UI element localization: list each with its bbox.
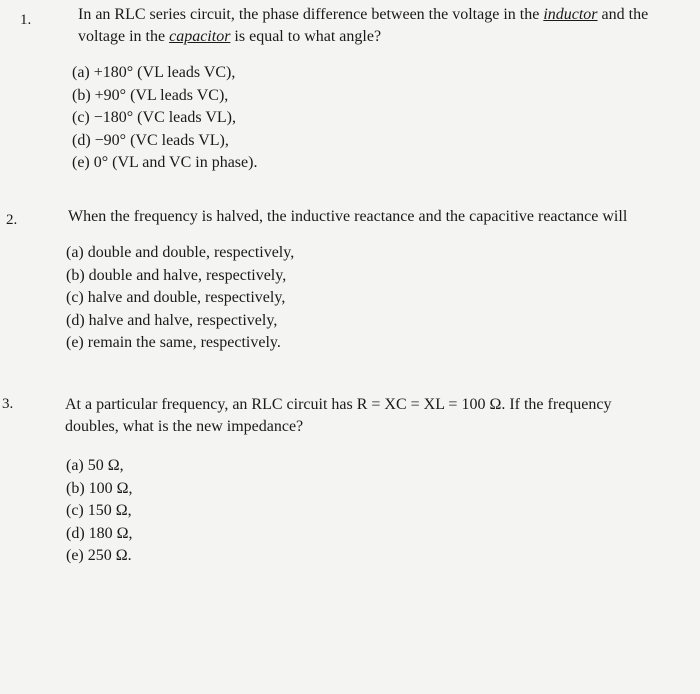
- text: In an RLC series circuit, the phase diff…: [78, 6, 544, 23]
- text: is equal to what angle?: [230, 28, 382, 45]
- text: and the voltage in the: [78, 6, 649, 45]
- option: (d) halve and halve, respectively,: [66, 311, 278, 329]
- question-text: At a particular frequency, an RLC circui…: [65, 394, 665, 438]
- option: (c) 150 Ω,: [66, 502, 132, 519]
- option: (c) −180° (VC leads VL),: [72, 109, 236, 126]
- option: (c) halve and double, respectively,: [66, 289, 286, 306]
- question-number: 3.: [2, 396, 14, 412]
- question-number: 1.: [20, 12, 32, 28]
- option: (a) double and double, respectively,: [66, 244, 295, 261]
- question-text: When the frequency is halved, the induct…: [68, 206, 693, 228]
- options: (a) 50 Ω, (b) 100 Ω, (c) 150 Ω, (d) 180 Ω, (…: [66, 455, 133, 568]
- options: (a) double and double, respectively, (b) …: [66, 242, 294, 355]
- question-text: In an RLC series circuit, the phase diff…: [78, 4, 693, 48]
- option: (a) +180° (VL leads VC),: [72, 64, 236, 81]
- options: (a) +180° (VL leads VC), (b) +90° (VL lea…: [72, 62, 257, 175]
- option: (e) remain the same, respectively.: [66, 334, 281, 351]
- option: (b) +90° (VL leads VC),: [72, 86, 229, 104]
- option: (b) 100 Ω,: [66, 479, 133, 497]
- option: (d) 180 Ω,: [66, 524, 133, 542]
- option: (d) −90° (VC leads VL),: [72, 131, 229, 149]
- text: When the frequency is halved, the induct…: [68, 208, 628, 225]
- underlined-text: inductor: [543, 6, 598, 23]
- option: (b) double and halve, respectively,: [66, 266, 287, 284]
- question-number: 2.: [6, 212, 18, 228]
- option: (a) 50 Ω,: [66, 457, 124, 474]
- underlined-text: capacitor: [169, 28, 231, 45]
- option: (e) 0° (VL and VC in phase).: [72, 154, 258, 171]
- option: (e) 250 Ω.: [66, 547, 132, 564]
- text: At a particular frequency, an RLC circui…: [65, 396, 612, 435]
